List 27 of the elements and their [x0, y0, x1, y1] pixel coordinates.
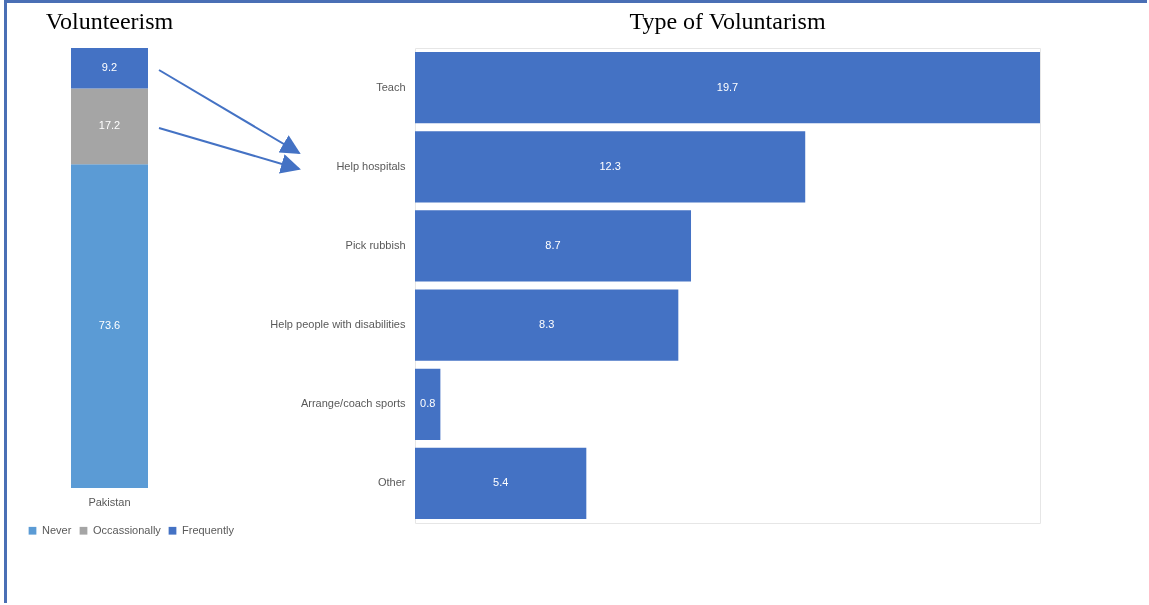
- bar: [415, 210, 692, 282]
- chart-title: Volunteerism: [45, 8, 174, 34]
- data-label: 8.3: [539, 318, 555, 331]
- data-label: 73.6: [98, 319, 121, 332]
- data-label: 8.7: [545, 238, 561, 251]
- chart-title: Type of Voluntarism: [629, 8, 826, 34]
- data-label: 17.2: [98, 119, 121, 132]
- bar: [415, 51, 1040, 124]
- data-label: 19.7: [716, 80, 739, 93]
- data-label: 9.2: [101, 61, 118, 74]
- legend-label: Frequently: [182, 523, 235, 536]
- data-label: 12.3: [599, 159, 621, 172]
- data-label: 0.8: [420, 397, 436, 410]
- bar: [415, 131, 806, 203]
- y-tick-label: Arrange/coach sports: [300, 397, 406, 410]
- y-tick-label: Teach: [376, 80, 406, 93]
- y-tick-label: Help people with disabilities: [270, 318, 406, 331]
- y-tick-label: Other: [377, 476, 406, 489]
- y-tick-label: Pick rubbish: [345, 238, 406, 251]
- bar: [415, 289, 679, 361]
- legend-label: Occassionally: [93, 523, 162, 536]
- bar: [415, 447, 587, 520]
- y-tick-label: Help hospitals: [336, 159, 406, 172]
- bar: [415, 368, 441, 440]
- data-label: 5.4: [493, 476, 509, 489]
- legend-label: Never: [42, 523, 72, 536]
- x-tick-label: Pakistan: [88, 495, 131, 508]
